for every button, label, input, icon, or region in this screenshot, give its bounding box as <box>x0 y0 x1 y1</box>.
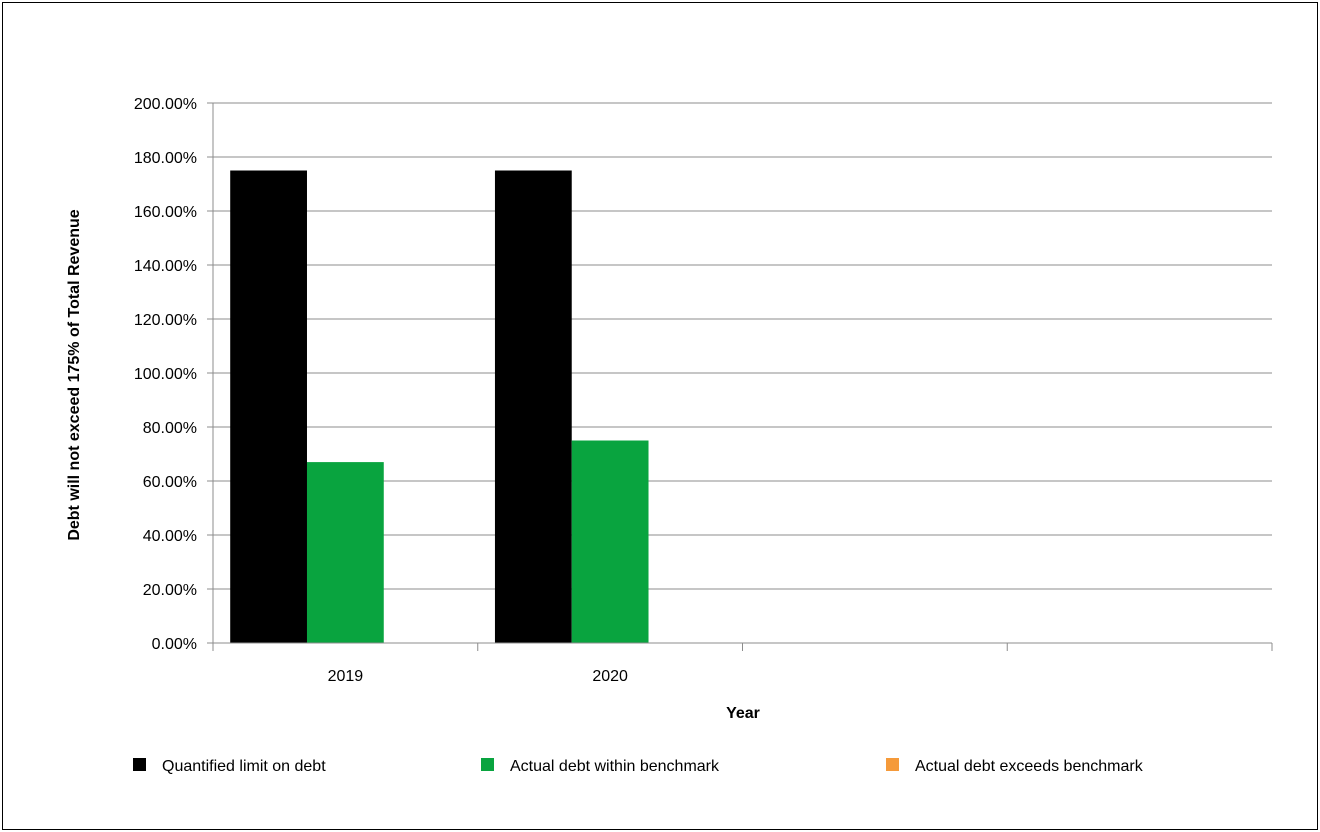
gridlines <box>213 102 1272 590</box>
axes <box>207 102 1273 651</box>
y-tick-label: 180.00% <box>134 150 197 167</box>
bar <box>230 170 307 643</box>
bars <box>230 170 649 643</box>
legend-swatch <box>886 758 899 771</box>
y-tick-label: 160.00% <box>134 204 197 221</box>
y-tick-label: 200.00% <box>134 96 197 113</box>
y-tick-label: 40.00% <box>143 528 197 545</box>
legend: Quantified limit on debt Actual debt with… <box>133 758 1144 775</box>
legend-swatch <box>133 758 146 771</box>
x-axis-title: Year <box>726 705 760 722</box>
y-tick-label: 120.00% <box>134 312 197 329</box>
y-tick-label: 140.00% <box>134 258 197 275</box>
y-tick-label: 100.00% <box>134 366 197 383</box>
bar <box>494 170 572 643</box>
bar <box>306 462 384 643</box>
x-tick-labels: 2019 2020 <box>328 668 628 685</box>
legend-label: Quantified limit on debt <box>162 758 326 775</box>
y-tick-label: 60.00% <box>143 474 197 491</box>
x-tick-label: 2020 <box>592 668 628 685</box>
y-axis-title: Debt will not exceed 175% of Total Reven… <box>66 209 83 540</box>
bar <box>571 440 649 643</box>
y-tick-label: 0.00% <box>152 636 197 653</box>
x-tick-label: 2019 <box>328 668 364 685</box>
legend-label: Actual debt within benchmark <box>510 758 720 775</box>
y-tick-labels: 0.00% 20.00% 40.00% 60.00% 80.00% 100.00% 120.… <box>134 96 197 653</box>
legend-swatch <box>481 758 494 771</box>
y-tick-label: 20.00% <box>143 582 197 599</box>
legend-label: Actual debt exceeds benchmark <box>915 758 1144 775</box>
y-tick-label: 80.00% <box>143 420 197 437</box>
